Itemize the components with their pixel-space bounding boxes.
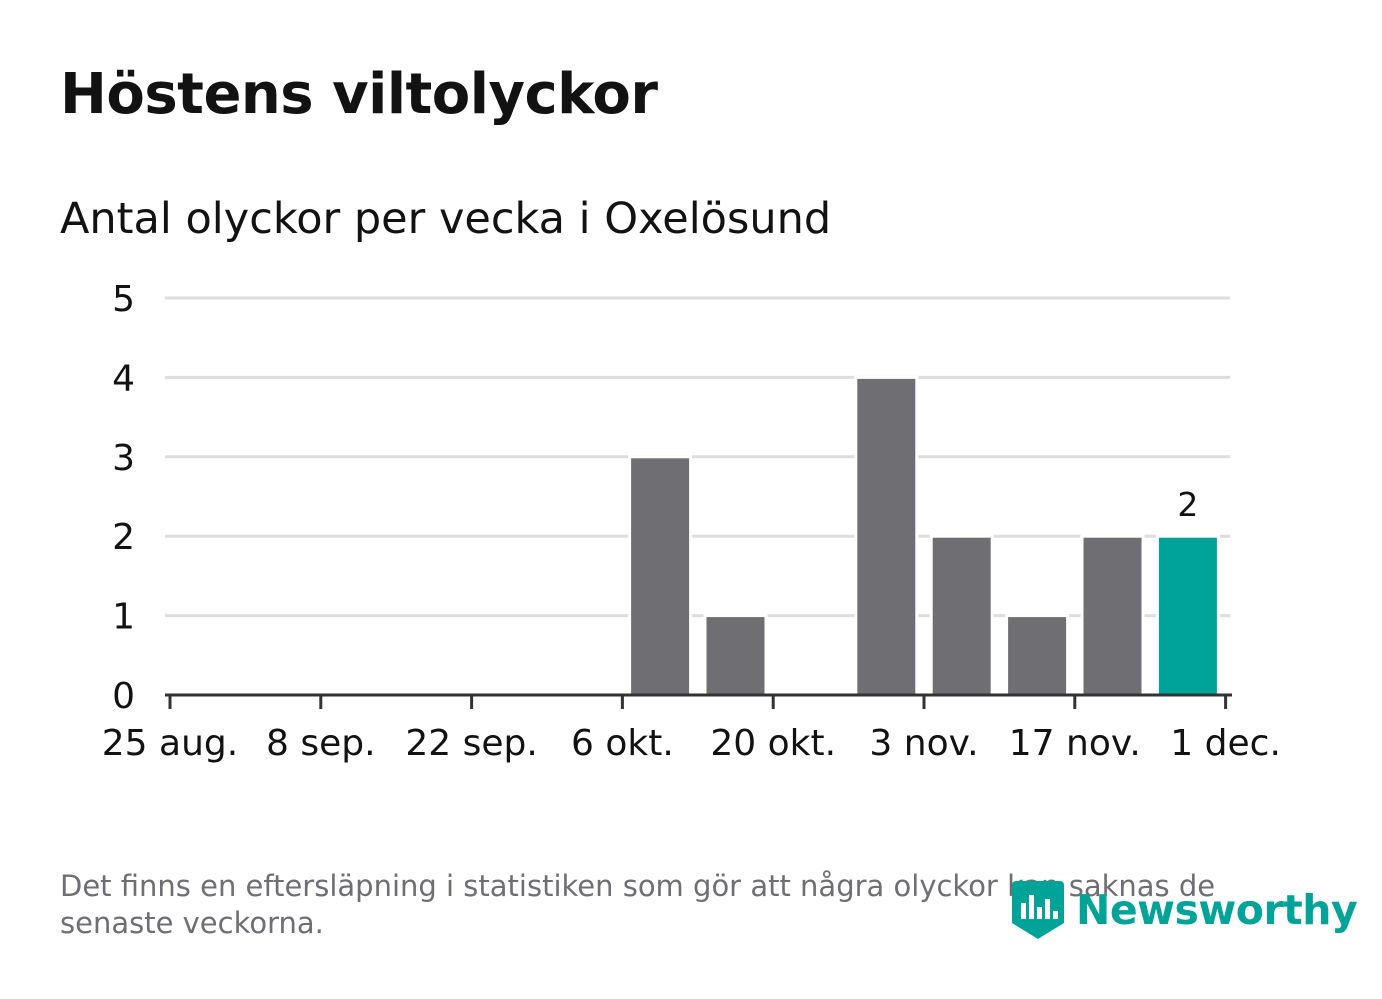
- y-tick-label: 5: [112, 279, 135, 320]
- bar: [703, 614, 768, 697]
- x-axis: [165, 693, 1232, 709]
- x-tick-label: 6 okt.: [571, 723, 674, 764]
- y-tick-label: 3: [112, 438, 135, 479]
- y-tick-label: 4: [112, 358, 135, 399]
- bar-highlight: [1155, 534, 1220, 697]
- y-axis-labels: 0 1 2 3 4 5: [112, 279, 135, 717]
- bar: [1005, 614, 1070, 697]
- y-tick-label: 1: [112, 597, 135, 638]
- logo-text: Newsworthy: [1076, 886, 1358, 934]
- gridlines: [165, 296, 1230, 618]
- bar: [929, 534, 994, 697]
- x-axis-labels: 25 aug. 8 sep. 22 sep. 6 okt. 20 okt. 3 nov. 1…: [102, 723, 1281, 764]
- y-tick-label: 0: [112, 676, 135, 717]
- chart-title: Höstens viltolyckor: [60, 62, 658, 127]
- bar: [1080, 534, 1145, 697]
- x-tick-label: 17 nov.: [1009, 723, 1141, 764]
- newsworthy-logo-icon: [1012, 881, 1064, 939]
- data-label: 2: [1177, 485, 1198, 524]
- x-tick-label: 25 aug.: [102, 723, 238, 764]
- bar: [854, 375, 919, 697]
- chart-subtitle: Antal olyckor per vecka i Oxelösund: [60, 194, 832, 244]
- x-tick-label: 20 okt.: [710, 723, 836, 764]
- bars: [628, 375, 1220, 697]
- y-tick-label: 2: [112, 517, 135, 558]
- x-tick-label: 8 sep.: [266, 723, 376, 764]
- bar-chart: 0 1 2 3 4 5 25 aug. 8 sep. 22 sep. 6 okt. 20 okt.…: [102, 279, 1281, 764]
- x-tick-label: 3 nov.: [869, 723, 978, 764]
- newsworthy-logo: Newsworthy: [1010, 878, 1358, 942]
- annotations: 2: [1177, 485, 1198, 524]
- x-tick-label: 22 sep.: [405, 723, 537, 764]
- x-tick-label: 1 dec.: [1170, 723, 1281, 764]
- bar: [628, 455, 693, 697]
